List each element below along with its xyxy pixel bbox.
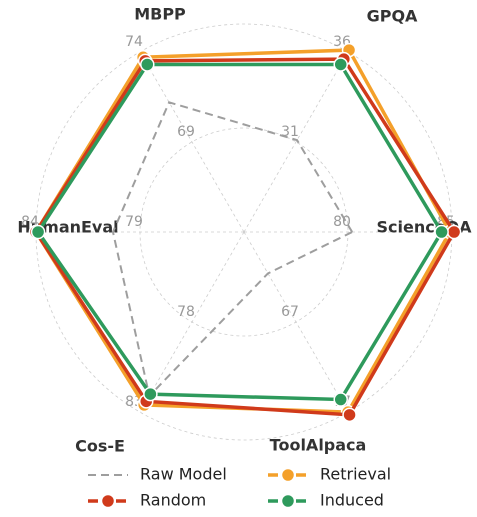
axis-name: ToolAlpaca bbox=[270, 436, 367, 455]
marker bbox=[446, 224, 462, 240]
marker bbox=[342, 407, 357, 423]
tick-label: 69 bbox=[177, 124, 195, 140]
legend-label: Raw Model bbox=[140, 465, 227, 484]
legend-marker bbox=[280, 493, 296, 509]
legend-label: Induced bbox=[320, 491, 384, 510]
tick-label: 67 bbox=[281, 304, 299, 320]
axis-name: MBPP bbox=[134, 5, 186, 24]
legend-marker bbox=[100, 493, 116, 509]
legend-label: Random bbox=[140, 491, 206, 510]
legend-marker bbox=[280, 467, 296, 483]
marker bbox=[333, 57, 348, 72]
tick-label: 78 bbox=[177, 304, 195, 320]
axis-name: Cos-E bbox=[75, 437, 125, 456]
tick-label: 74 bbox=[125, 34, 143, 50]
spoke bbox=[243, 51, 349, 233]
spoke bbox=[139, 51, 245, 233]
series-line bbox=[33, 57, 457, 417]
tick-label: 79 bbox=[125, 214, 143, 230]
marker bbox=[30, 224, 46, 240]
spoke bbox=[243, 231, 349, 413]
axis-name: GPQA bbox=[367, 7, 418, 26]
marker bbox=[140, 57, 155, 72]
legend-label: Retrieval bbox=[320, 465, 391, 484]
marker bbox=[434, 224, 449, 240]
marker bbox=[333, 392, 348, 407]
tick-label: 80 bbox=[333, 214, 351, 230]
tick-label: 31 bbox=[281, 124, 299, 140]
spoke bbox=[139, 231, 245, 413]
marker bbox=[143, 386, 158, 402]
series-line bbox=[111, 101, 354, 398]
